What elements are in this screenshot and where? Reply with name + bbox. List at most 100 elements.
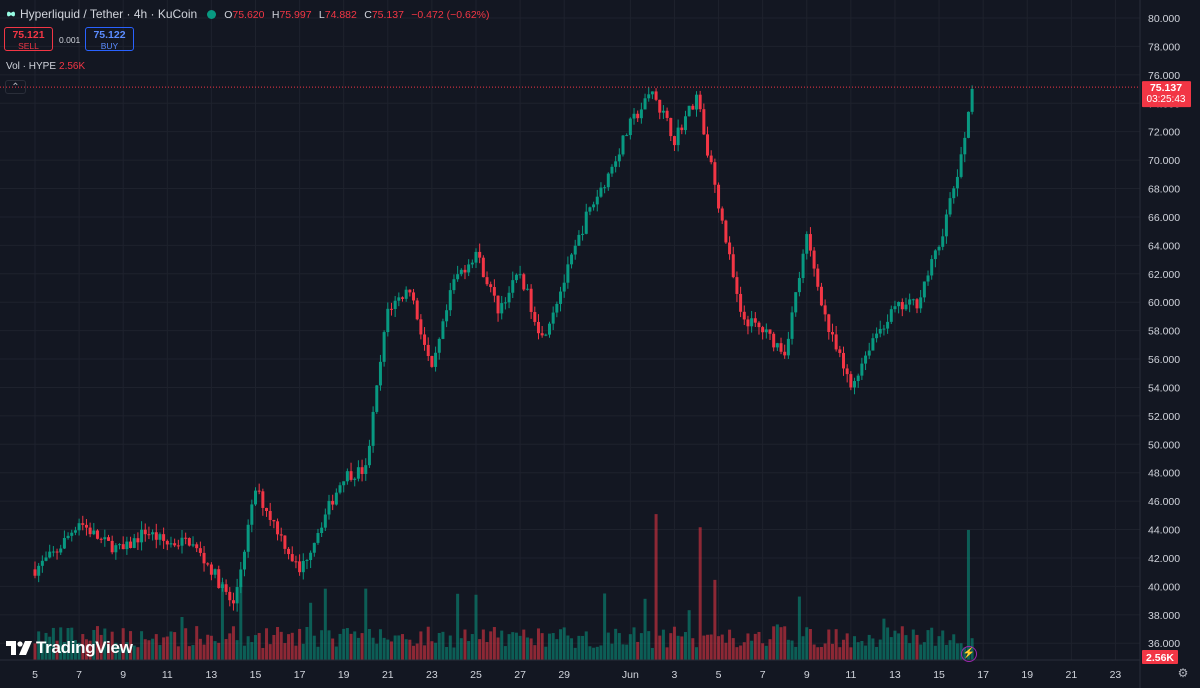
volume-bar <box>125 642 129 660</box>
last-volume-label: 2.56K <box>1142 650 1178 664</box>
collapse-legend-button[interactable]: ⌃ <box>5 80 26 94</box>
tradingview-wordmark: TradingView <box>36 638 133 657</box>
volume-bar <box>867 634 871 660</box>
volume-bar <box>448 635 452 660</box>
candle-body <box>176 545 180 547</box>
candle-body <box>95 530 99 539</box>
volume-bar <box>386 639 390 660</box>
candle-body <box>797 278 801 293</box>
candle-body <box>500 303 504 314</box>
volume-bar <box>503 646 507 660</box>
volume-bar <box>213 641 217 660</box>
volume-bar <box>375 643 379 660</box>
candle-body <box>647 94 651 99</box>
candle-body <box>474 251 478 263</box>
candle-body <box>728 242 732 255</box>
price-tick-label: 70.000 <box>1148 155 1180 167</box>
volume-bar <box>66 628 70 660</box>
candle-body <box>577 234 581 246</box>
spread-value: 0.001 <box>59 35 81 45</box>
volume-bar <box>290 632 294 660</box>
candle-body <box>860 363 864 376</box>
volume-bar <box>897 633 901 660</box>
volume-bar <box>786 639 790 660</box>
candle-body <box>66 535 70 538</box>
price-tick-label: 80.000 <box>1148 13 1180 25</box>
volume-bar <box>511 632 515 660</box>
candle-body <box>125 541 129 550</box>
volume-bar <box>231 626 235 660</box>
time-axis[interactable]: 5 7 9 11 13 15 17 19 21 23 25 27 29 Jun 3 5 7 9 11 13 15 17 19… <box>0 659 1140 681</box>
volume-bar <box>636 641 640 660</box>
volume-bar <box>731 638 735 660</box>
candle-body <box>217 569 221 588</box>
candle-body <box>48 551 52 558</box>
candle-body <box>121 544 125 550</box>
candle-body <box>794 292 798 313</box>
volume-bar <box>276 626 280 660</box>
candle-body <box>761 327 765 333</box>
volume-bar <box>84 639 88 660</box>
volume-bar <box>456 593 460 660</box>
candle-body <box>735 277 739 294</box>
volume-bar <box>577 635 581 660</box>
candle-body <box>595 196 599 205</box>
volume-bar <box>305 626 309 660</box>
volume-bar <box>118 647 122 660</box>
volume-bar <box>555 639 559 660</box>
volume-bar <box>404 639 408 660</box>
candle-body <box>419 319 423 335</box>
candle-body <box>617 154 621 162</box>
volume-bar <box>544 646 548 660</box>
candle-body <box>628 118 632 136</box>
volume-bar <box>952 634 956 660</box>
candle-body <box>268 510 272 520</box>
candle-body <box>254 490 257 505</box>
volume-bar <box>625 644 629 660</box>
candle-body <box>783 351 787 356</box>
candle-body <box>107 537 110 541</box>
volume-bar <box>360 633 364 660</box>
price-axis[interactable]: 80.00078.00076.00074.00072.00070.00068.0… <box>1139 0 1180 688</box>
ohlc-high-value: 75.997 <box>279 9 312 21</box>
candle-body <box>937 246 941 251</box>
price-tick-label: 40.000 <box>1148 581 1180 593</box>
candle-body <box>397 297 401 301</box>
symbol-title[interactable]: Hyperliquid / Tether · 4h · KuCoin <box>20 7 198 21</box>
volume-bar <box>298 628 302 660</box>
volume-legend[interactable]: Vol · HYPE 2.56K <box>6 61 85 72</box>
volume-bar <box>930 627 934 660</box>
candle-body <box>114 545 118 553</box>
candle-body <box>276 521 280 535</box>
volume-bar <box>474 594 478 660</box>
buy-button[interactable]: 75.122 BUY <box>85 27 134 51</box>
candle-body <box>731 254 735 278</box>
volume-bar <box>599 645 603 660</box>
sell-button[interactable]: 75.121 SELL <box>4 27 53 51</box>
candle-body <box>437 338 441 353</box>
gear-icon[interactable]: ⚙ <box>1177 666 1189 680</box>
candle-body <box>772 333 776 348</box>
volume-bar <box>687 610 691 660</box>
volume-bar <box>617 633 621 660</box>
volume-bar <box>525 637 529 660</box>
candle-body <box>753 318 757 323</box>
candle-body <box>525 288 529 290</box>
volume-bar <box>151 638 155 660</box>
lightning-icon[interactable]: ⚡ <box>961 646 977 662</box>
ohlc-change: −0.472 (−0.62%) <box>411 9 490 21</box>
candle-body <box>801 253 805 279</box>
candle-body <box>180 537 184 546</box>
tradingview-branding[interactable]: TradingView <box>6 638 133 658</box>
volume-bar <box>746 633 750 660</box>
candle-body <box>463 269 467 273</box>
volume-bar <box>573 647 577 660</box>
volume-bar <box>941 630 945 660</box>
candle-body <box>55 551 59 553</box>
candle-body <box>555 303 559 313</box>
candle-body <box>548 323 551 335</box>
volume-bar <box>570 638 574 660</box>
candle-body <box>84 524 88 528</box>
volume-bar <box>99 634 103 660</box>
